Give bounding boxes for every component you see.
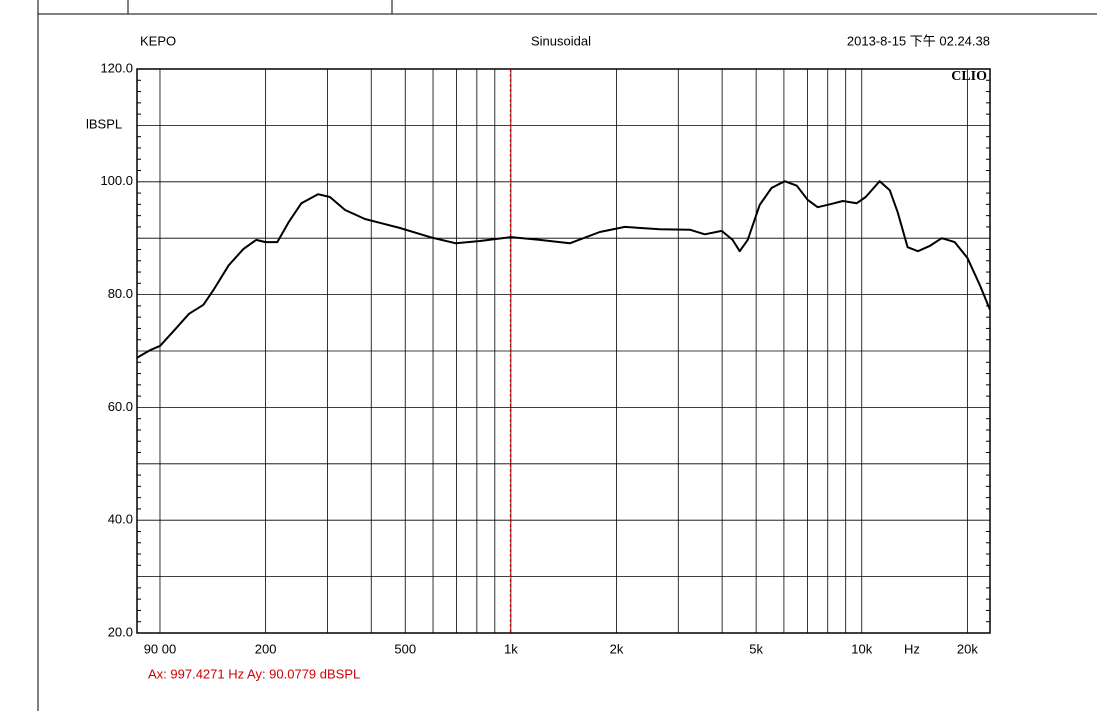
y-tick-label: 40.0	[108, 512, 133, 527]
x-tick-label: 5k	[749, 641, 763, 656]
x-tick-label: 1k	[504, 641, 518, 656]
cursor-readout: Ax: 997.4271 Hz Ay: 90.0779 dBSPL	[148, 666, 360, 681]
date-title: 2013-8-15 下午 02.24.38	[847, 33, 990, 48]
brand: CLIO	[951, 69, 987, 84]
x-axis-label: Hz	[904, 641, 920, 656]
x-tick-label: 2k	[610, 641, 624, 656]
x-tick-label: 200	[255, 641, 277, 656]
y-tick-label: 100.0	[100, 173, 133, 188]
plot-frame	[136, 68, 991, 634]
chart-title: Sinusoidal	[531, 33, 591, 48]
left-title: KEPO	[140, 33, 176, 48]
x-tick-label: 20k	[957, 641, 978, 656]
y-axis-label: lBSPL	[86, 116, 122, 131]
y-tick-label: 80.0	[108, 286, 133, 301]
y-tick-label: 120.0	[100, 60, 133, 75]
x-tick-label: 500	[394, 641, 416, 656]
x-tick-label: 90 00	[144, 641, 177, 656]
y-tick-label: 60.0	[108, 399, 133, 414]
x-tick-label: 10k	[851, 641, 872, 656]
y-tick-label: 20.0	[108, 624, 133, 639]
response-curve	[136, 180, 991, 359]
